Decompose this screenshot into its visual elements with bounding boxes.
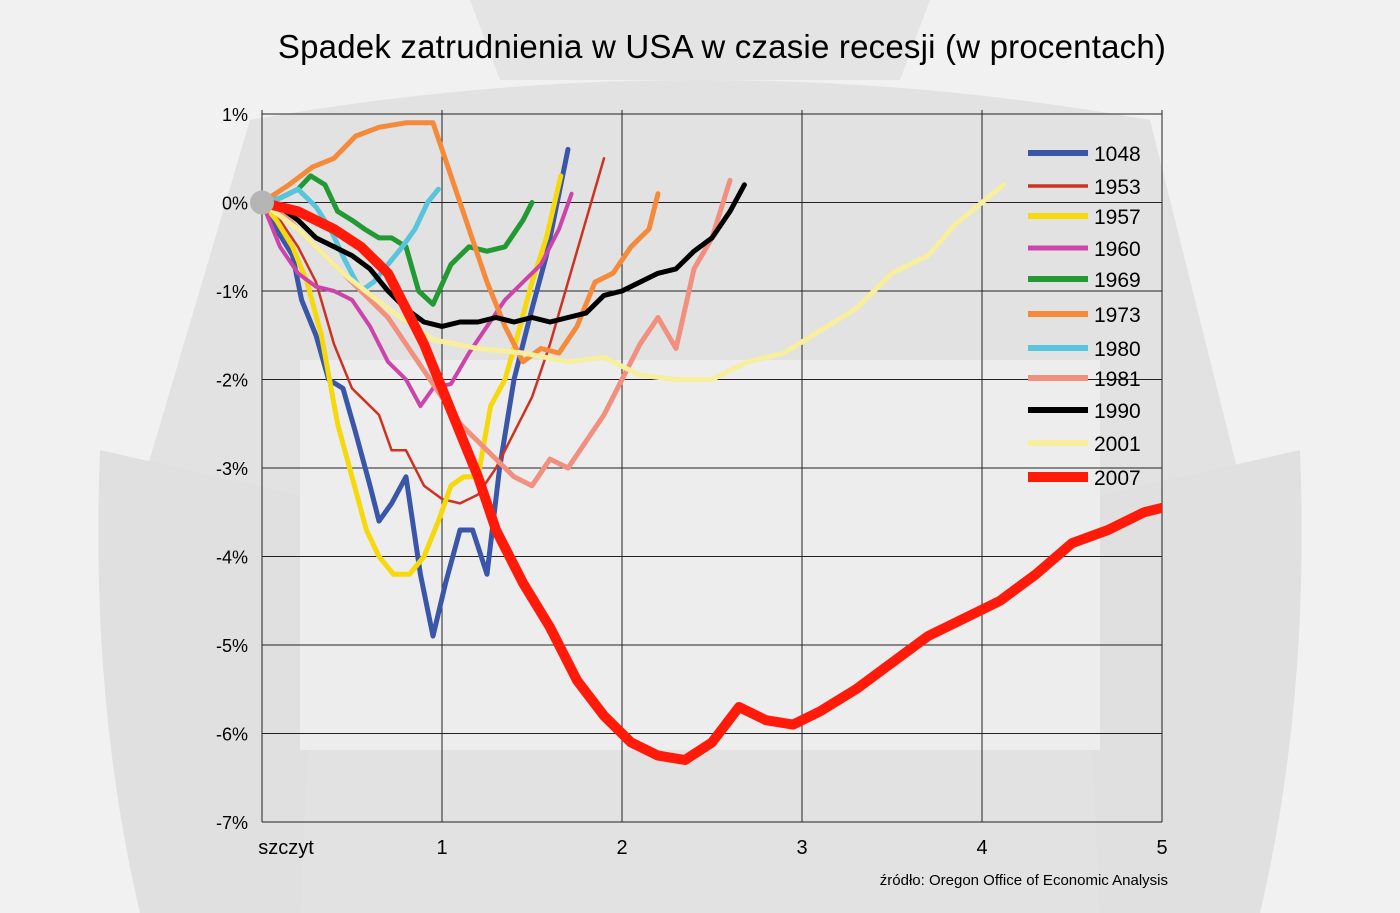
legend-label-1969: 1969 xyxy=(1094,269,1141,292)
series-line-1960 xyxy=(262,191,574,409)
x-tick-label: 4 xyxy=(976,837,987,859)
y-tick-label: 1% xyxy=(222,105,248,125)
series-line-1048 xyxy=(262,146,571,639)
legend-label-1973: 1973 xyxy=(1094,304,1141,327)
legend-label-1960: 1960 xyxy=(1094,238,1141,261)
legend-label-1048: 1048 xyxy=(1094,143,1141,166)
series-lines xyxy=(250,120,1162,765)
y-tick-label: -2% xyxy=(216,371,248,391)
y-tick-label: -5% xyxy=(216,636,248,656)
y-tick-label: -6% xyxy=(216,725,248,745)
grid-lines xyxy=(261,110,1163,823)
legend-label-1953: 1953 xyxy=(1094,176,1141,199)
legend-label-2001: 2001 xyxy=(1094,433,1141,456)
y-tick-label: -7% xyxy=(216,813,248,833)
series-line-1990 xyxy=(262,182,747,329)
series-line-2001 xyxy=(262,182,1007,382)
origin-marker xyxy=(250,190,274,215)
x-tick-label: szczyt xyxy=(258,837,314,859)
legend: 1048 1953 1957 1960 1969 1973 1980 1981 1990 2001… xyxy=(1028,143,1141,490)
legend-label-1990: 1990 xyxy=(1094,400,1141,423)
x-tick-label: 1 xyxy=(436,837,447,859)
y-tick-label: 0% xyxy=(222,194,248,214)
legend-label-1981: 1981 xyxy=(1094,368,1141,391)
x-tick-label: 2 xyxy=(616,837,627,859)
x-tick-label: 5 xyxy=(1156,837,1167,859)
chart-title: Spadek zatrudnienia w USA w czasie reces… xyxy=(277,28,1167,65)
legend-label-1957: 1957 xyxy=(1094,206,1141,229)
legend-label-1980: 1980 xyxy=(1094,338,1141,361)
y-tick-label: -1% xyxy=(216,282,248,302)
series-line-1953 xyxy=(262,157,606,505)
series-line-2007 xyxy=(262,197,1162,765)
legend-label-2007: 2007 xyxy=(1094,467,1141,490)
series-line-1969 xyxy=(262,173,535,307)
series-line-1973 xyxy=(262,120,661,365)
series-line-1957 xyxy=(262,173,564,577)
source-note: źródło: Oregon Office of Economic Analys… xyxy=(879,872,1168,889)
x-tick-label: 3 xyxy=(796,837,807,859)
y-tick-label: -3% xyxy=(216,459,248,479)
axes: 1% 0% -1% -2% -3% -4% -5% -6% -7% szczyt 1 2 3 4 5 xyxy=(216,105,1168,859)
y-tick-label: -4% xyxy=(216,548,248,568)
